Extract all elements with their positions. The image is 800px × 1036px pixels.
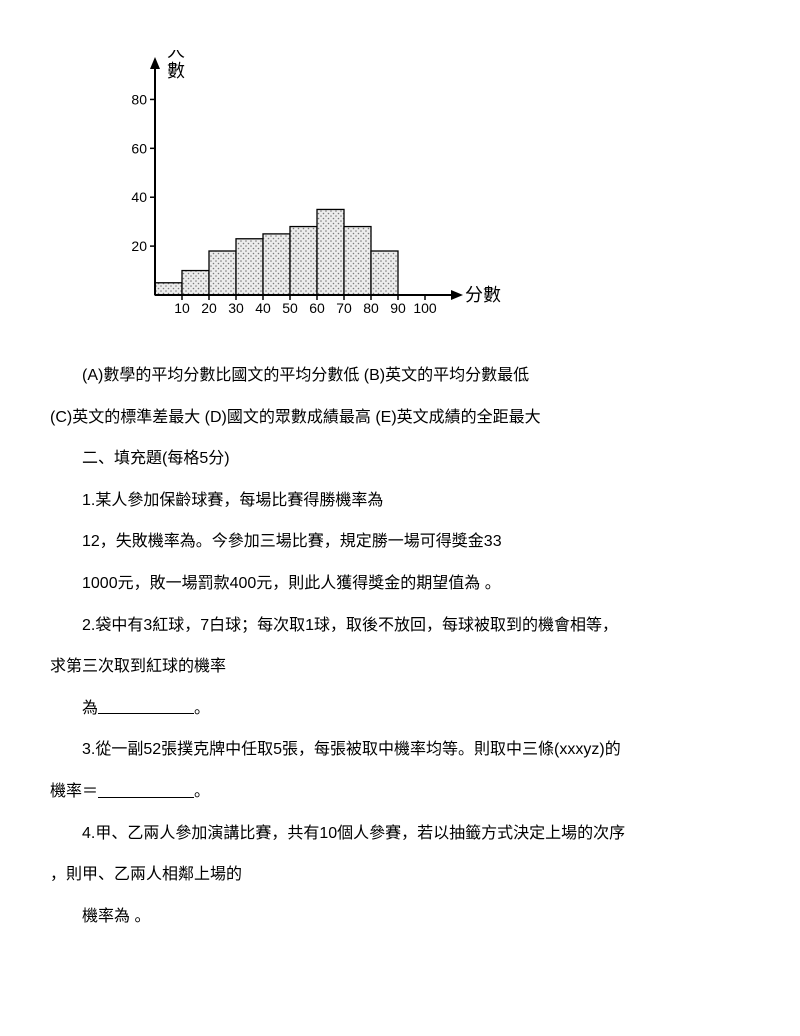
q2-suffix: 。 [194, 700, 210, 717]
svg-text:40: 40 [131, 189, 147, 205]
q4-line1b: ，則甲、乙兩人相鄰上場的 [50, 854, 750, 896]
svg-text:70: 70 [336, 300, 352, 316]
option-line-2: (C)英文的標準差最大 (D)國文的眾數成績最高 (E)英文成績的全距最大 [50, 397, 750, 439]
q2-line1b: 求第三次取到紅球的機率 [50, 646, 750, 688]
q3-line1: 3.從一副52張撲克牌中任取5張，每張被取中機率均等。則取中三條(xxxyz)的 [50, 729, 750, 771]
svg-text:人: 人 [167, 50, 185, 61]
svg-text:20: 20 [131, 238, 147, 254]
histogram-chart: 20 40 60 80 10 20 30 40 50 60 70 80 90 100 人數分數 [100, 50, 750, 335]
q4-line2: 機率為 。 [50, 896, 750, 938]
svg-text:分數: 分數 [465, 285, 501, 305]
section-header: 二、填充題(每格5分) [50, 438, 750, 480]
q2-line2: 為。 [50, 688, 750, 730]
svg-text:20: 20 [201, 300, 217, 316]
q3-suffix: 。 [194, 783, 210, 800]
svg-text:50: 50 [282, 300, 298, 316]
question-text: (A)數學的平均分數比國文的平均分數低 (B)英文的平均分數最低 (C)英文的標… [50, 355, 750, 937]
blank-input[interactable] [98, 781, 194, 798]
blank-input[interactable] [98, 697, 194, 714]
svg-text:40: 40 [255, 300, 271, 316]
svg-text:數: 數 [167, 61, 185, 81]
q1-line1: 1.某人參加保齡球賽，每場比賽得勝機率為 [50, 480, 750, 522]
q3-prefix: 機率＝ [50, 783, 98, 800]
svg-text:30: 30 [228, 300, 244, 316]
svg-text:80: 80 [131, 91, 147, 107]
svg-text:90: 90 [390, 300, 406, 316]
svg-text:80: 80 [363, 300, 379, 316]
svg-text:10: 10 [174, 300, 190, 316]
svg-text:60: 60 [309, 300, 325, 316]
q4-line1: 4.甲、乙兩人參加演講比賽，共有10個人參賽，若以抽籤方式決定上場的次序 [50, 813, 750, 855]
q2-prefix: 為 [82, 700, 98, 717]
q1-line3: 1000元，敗一場罰款400元，則此人獲得獎金的期望值為 。 [50, 563, 750, 605]
q3-line2: 機率＝ 。 [50, 771, 750, 813]
q2-line1: 2.袋中有3紅球，7白球；每次取1球，取後不放回，每球被取到的機會相等， [50, 605, 750, 647]
svg-text:100: 100 [413, 300, 437, 316]
svg-text:60: 60 [131, 140, 147, 156]
option-line-1: (A)數學的平均分數比國文的平均分數低 (B)英文的平均分數最低 [50, 355, 750, 397]
chart-svg: 20 40 60 80 10 20 30 40 50 60 70 80 90 100 人數分數 [100, 50, 520, 330]
q1-line2: 12，失敗機率為。今參加三場比賽，規定勝一場可得獎金33 [50, 521, 750, 563]
